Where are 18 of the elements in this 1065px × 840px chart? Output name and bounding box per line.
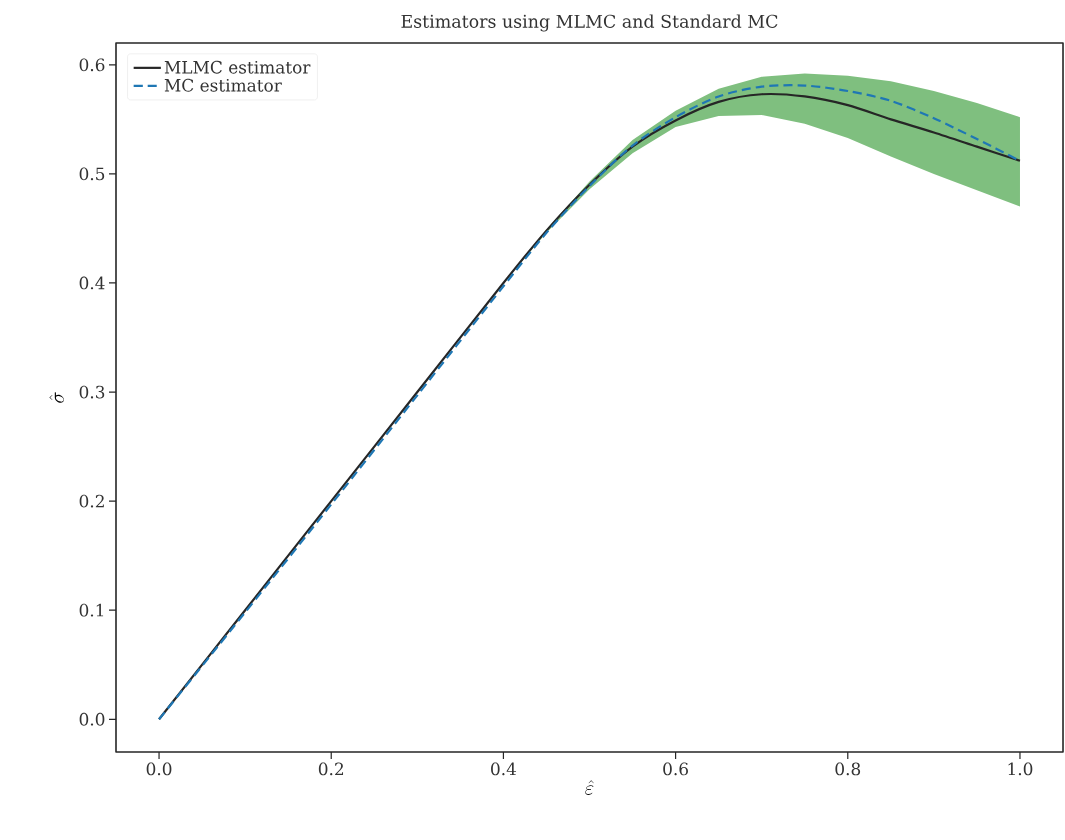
x-tick-label: 1.0 bbox=[1008, 762, 1033, 776]
y-tick-label: 0.3 bbox=[79, 385, 105, 399]
x-tick-label: 0.2 bbox=[318, 762, 344, 776]
y-tick-label: 0.6 bbox=[79, 58, 105, 72]
x-tick-label: 0.6 bbox=[663, 762, 688, 776]
legend-label: MC estimator bbox=[164, 78, 282, 92]
y-tick-label: 0.2 bbox=[79, 494, 104, 508]
y-tick-label: 0.0 bbox=[79, 712, 105, 726]
y-tick-label: 0.4 bbox=[79, 276, 105, 290]
x-axis-title: $\hat{\varepsilon}$ bbox=[585, 780, 594, 795]
y-tick-label: 0.1 bbox=[79, 603, 104, 617]
x-tick-label: 0.0 bbox=[146, 762, 172, 776]
x-tick-label: 0.8 bbox=[835, 762, 861, 776]
legend-label: MLMC estimator bbox=[164, 60, 311, 74]
x-tick-label: 0.4 bbox=[491, 762, 517, 776]
y-axis-title: $\hat{\sigma}$ bbox=[49, 392, 64, 403]
chart-title: Estimators using MLMC and Standard MC bbox=[401, 14, 778, 32]
y-tick-label: 0.5 bbox=[79, 167, 105, 181]
